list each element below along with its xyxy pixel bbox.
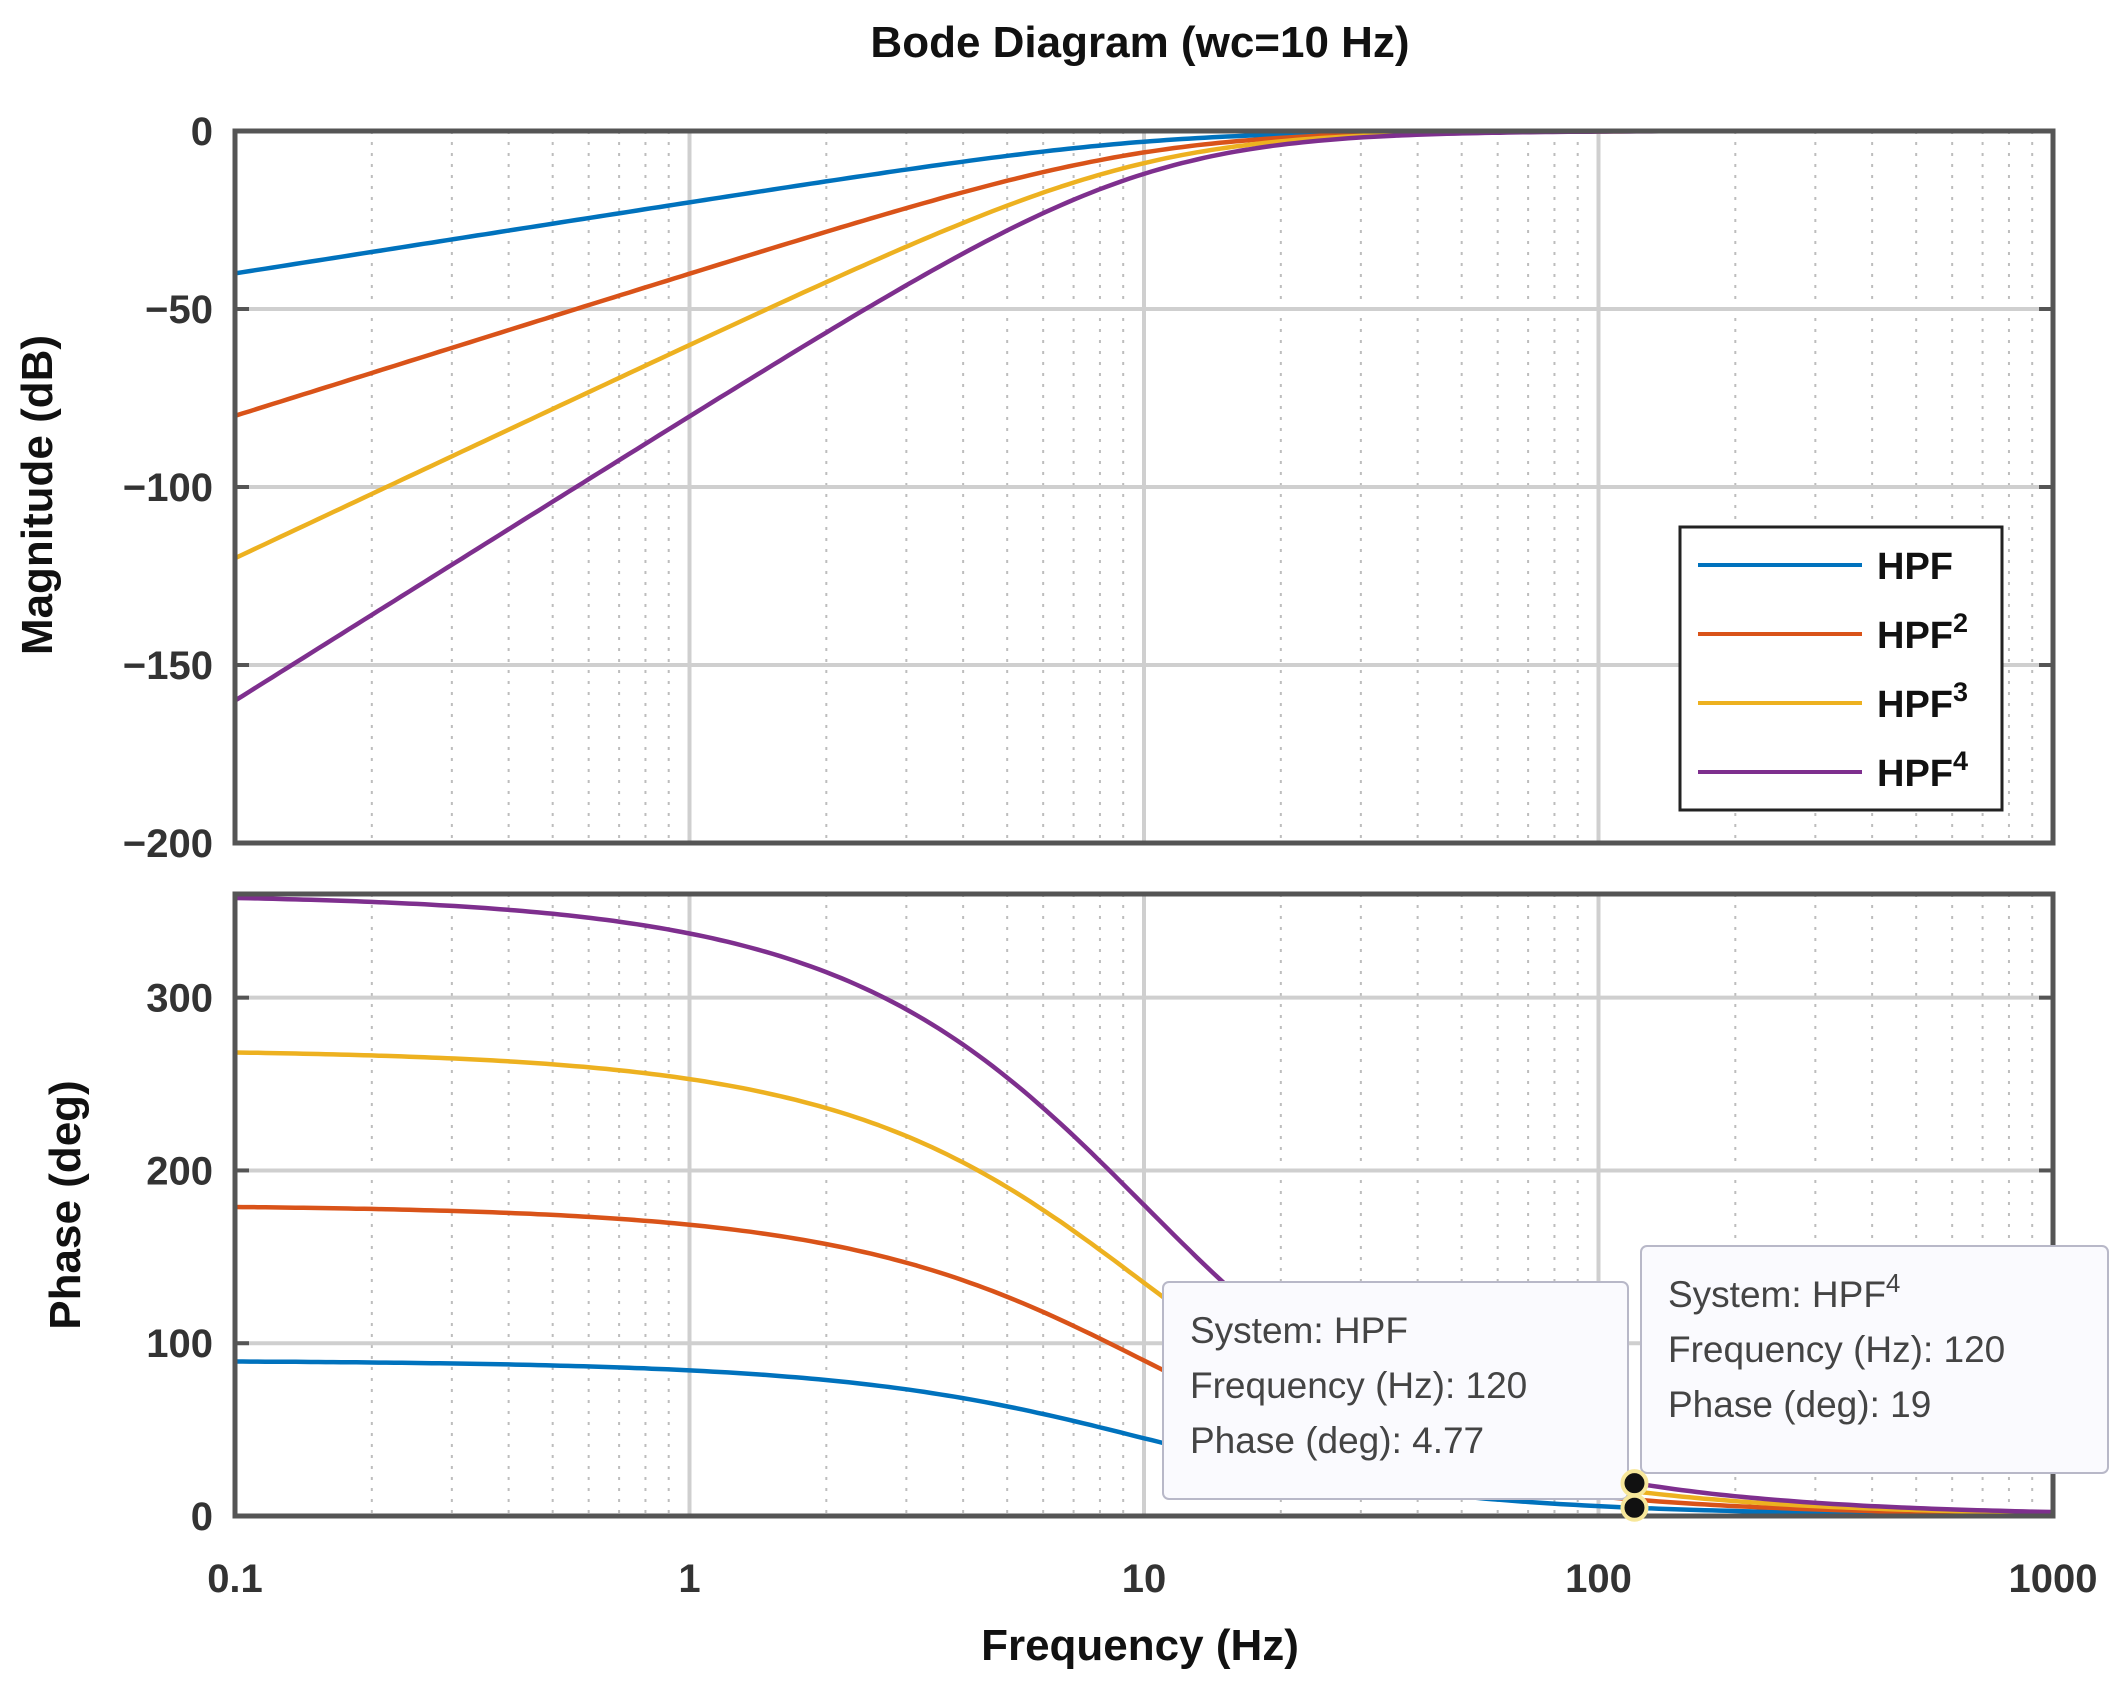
chart-title: Bode Diagram (wc=10 Hz): [870, 18, 1409, 67]
legend-label: HPF: [1877, 546, 1953, 588]
legend-label-superscript: 3: [1953, 677, 1968, 707]
datatip-superscript: 4: [1886, 1268, 1900, 1298]
datatip-line: Phase (deg): 19: [1668, 1384, 1931, 1425]
axes-frame: [232, 891, 2056, 1519]
phase-y-label: Phase (deg): [41, 1080, 90, 1329]
series-line-hpf4: [234, 895, 2054, 1515]
y-tick-label: 300: [146, 977, 213, 1021]
x-tick-label: 100: [1565, 1557, 1632, 1601]
datatip-line: Phase (deg): 4.77: [1190, 1420, 1484, 1461]
y-tick-label: −150: [123, 644, 213, 688]
x-tick-label: 1: [678, 1557, 700, 1601]
y-tick-label: −50: [145, 288, 213, 332]
x-tick-label: 10: [1122, 1557, 1167, 1601]
legend-label: HPF3: [1877, 677, 1968, 726]
y-tick-label: 100: [146, 1322, 213, 1366]
series-line-hpf: [235, 1359, 2053, 1518]
axes-frame: [232, 128, 2056, 846]
y-tick-label: −100: [123, 466, 213, 510]
magnitude-panel: 0 −50 −100 −150 −200: [123, 110, 2056, 866]
datatip-marker: [1620, 1469, 1649, 1498]
datatips: System: HPF Frequency (Hz): 120 Phase (deg…: [1162, 1245, 2109, 1522]
y-tick-label: 0: [191, 1495, 213, 1539]
x-tick-label: 0.1: [207, 1557, 263, 1601]
datatip-box: [1162, 1281, 1629, 1500]
y-tick-label: 200: [146, 1149, 213, 1193]
datatip-box: [1640, 1245, 2109, 1474]
legend-label: HPF4: [1877, 746, 1968, 795]
legend-box: [1678, 525, 2004, 812]
series-line-hpf2: [234, 1204, 2054, 1517]
legend-label-superscript: 2: [1953, 608, 1968, 638]
legend-label-superscript: 4: [1953, 746, 1968, 776]
datatip-line: Frequency (Hz): 120: [1190, 1365, 1527, 1406]
datatip-marker: [1620, 1493, 1649, 1522]
datatip-line: System: HPF: [1190, 1310, 1408, 1351]
x-axis-label: Frequency (Hz): [981, 1621, 1299, 1670]
series-line-hpf3: [234, 1050, 2054, 1516]
magnitude-y-label: Magnitude (dB): [13, 335, 62, 655]
datatip-line: Frequency (Hz): 120: [1668, 1329, 2005, 1370]
legend-label: HPF2: [1877, 608, 1968, 657]
x-tick-label: 1000: [2009, 1557, 2098, 1601]
datatip-line: System: HPF4: [1668, 1268, 1900, 1315]
y-tick-label: 0: [191, 110, 213, 154]
y-tick-label: −200: [123, 822, 213, 866]
legend: HPF HPF2 HPF3 HPF4: [1678, 525, 2004, 812]
